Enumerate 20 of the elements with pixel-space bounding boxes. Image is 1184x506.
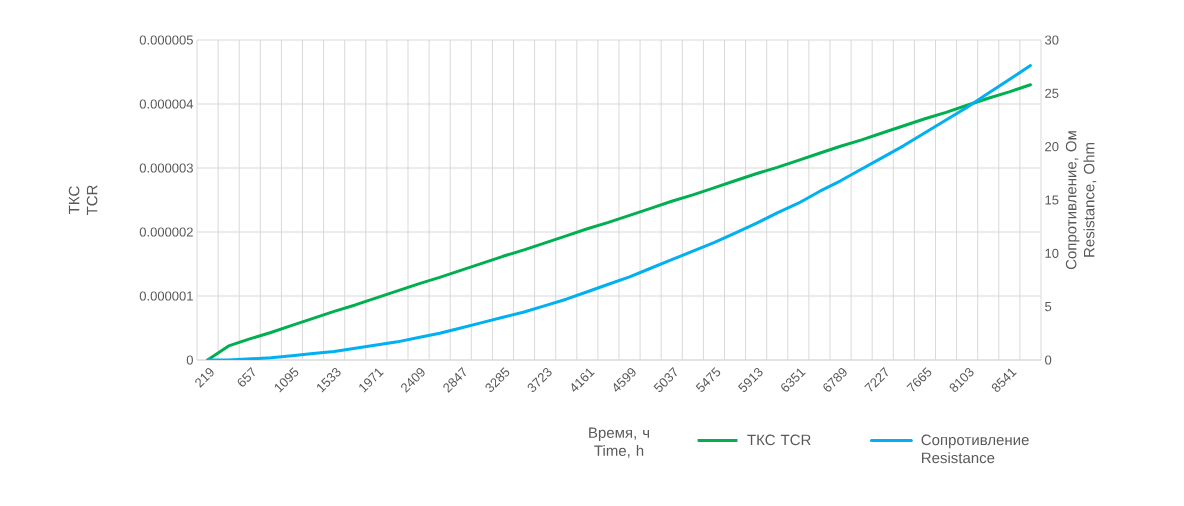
y2-tick-label: 30: [1045, 35, 1059, 45]
y-tick-label: 0.000004: [139, 99, 194, 109]
y2-tick-label: 25: [1045, 88, 1059, 98]
y-tick-label: 0.000003: [139, 163, 193, 173]
x-tick-label: 219: [195, 368, 214, 388]
y2-tick-label: 20: [1045, 142, 1059, 152]
y2-axis-title: Сопротивление, Ом Resistance, Ohm: [1065, 131, 1097, 270]
y-axis-title: ТКС TCR: [68, 185, 98, 216]
legend-label: Сопротивление Resistance: [921, 434, 1029, 464]
y-tick-label: 0.000002: [139, 227, 193, 237]
y-tick-label: 0.000001: [139, 291, 193, 301]
y-tick-label: 0.000005: [139, 35, 193, 45]
y2-tick-label: 15: [1045, 195, 1059, 205]
y2-tick-label: 5: [1045, 302, 1052, 312]
y-tick-label: 0: [186, 355, 193, 365]
legend-label: ТКС TCR: [747, 434, 811, 446]
y2-tick-label: 10: [1045, 248, 1059, 258]
y2-tick-label: 0: [1045, 355, 1052, 365]
x-tick-label: 657: [237, 366, 255, 387]
x-axis-title: Время, ч Time, h: [589, 427, 650, 458]
